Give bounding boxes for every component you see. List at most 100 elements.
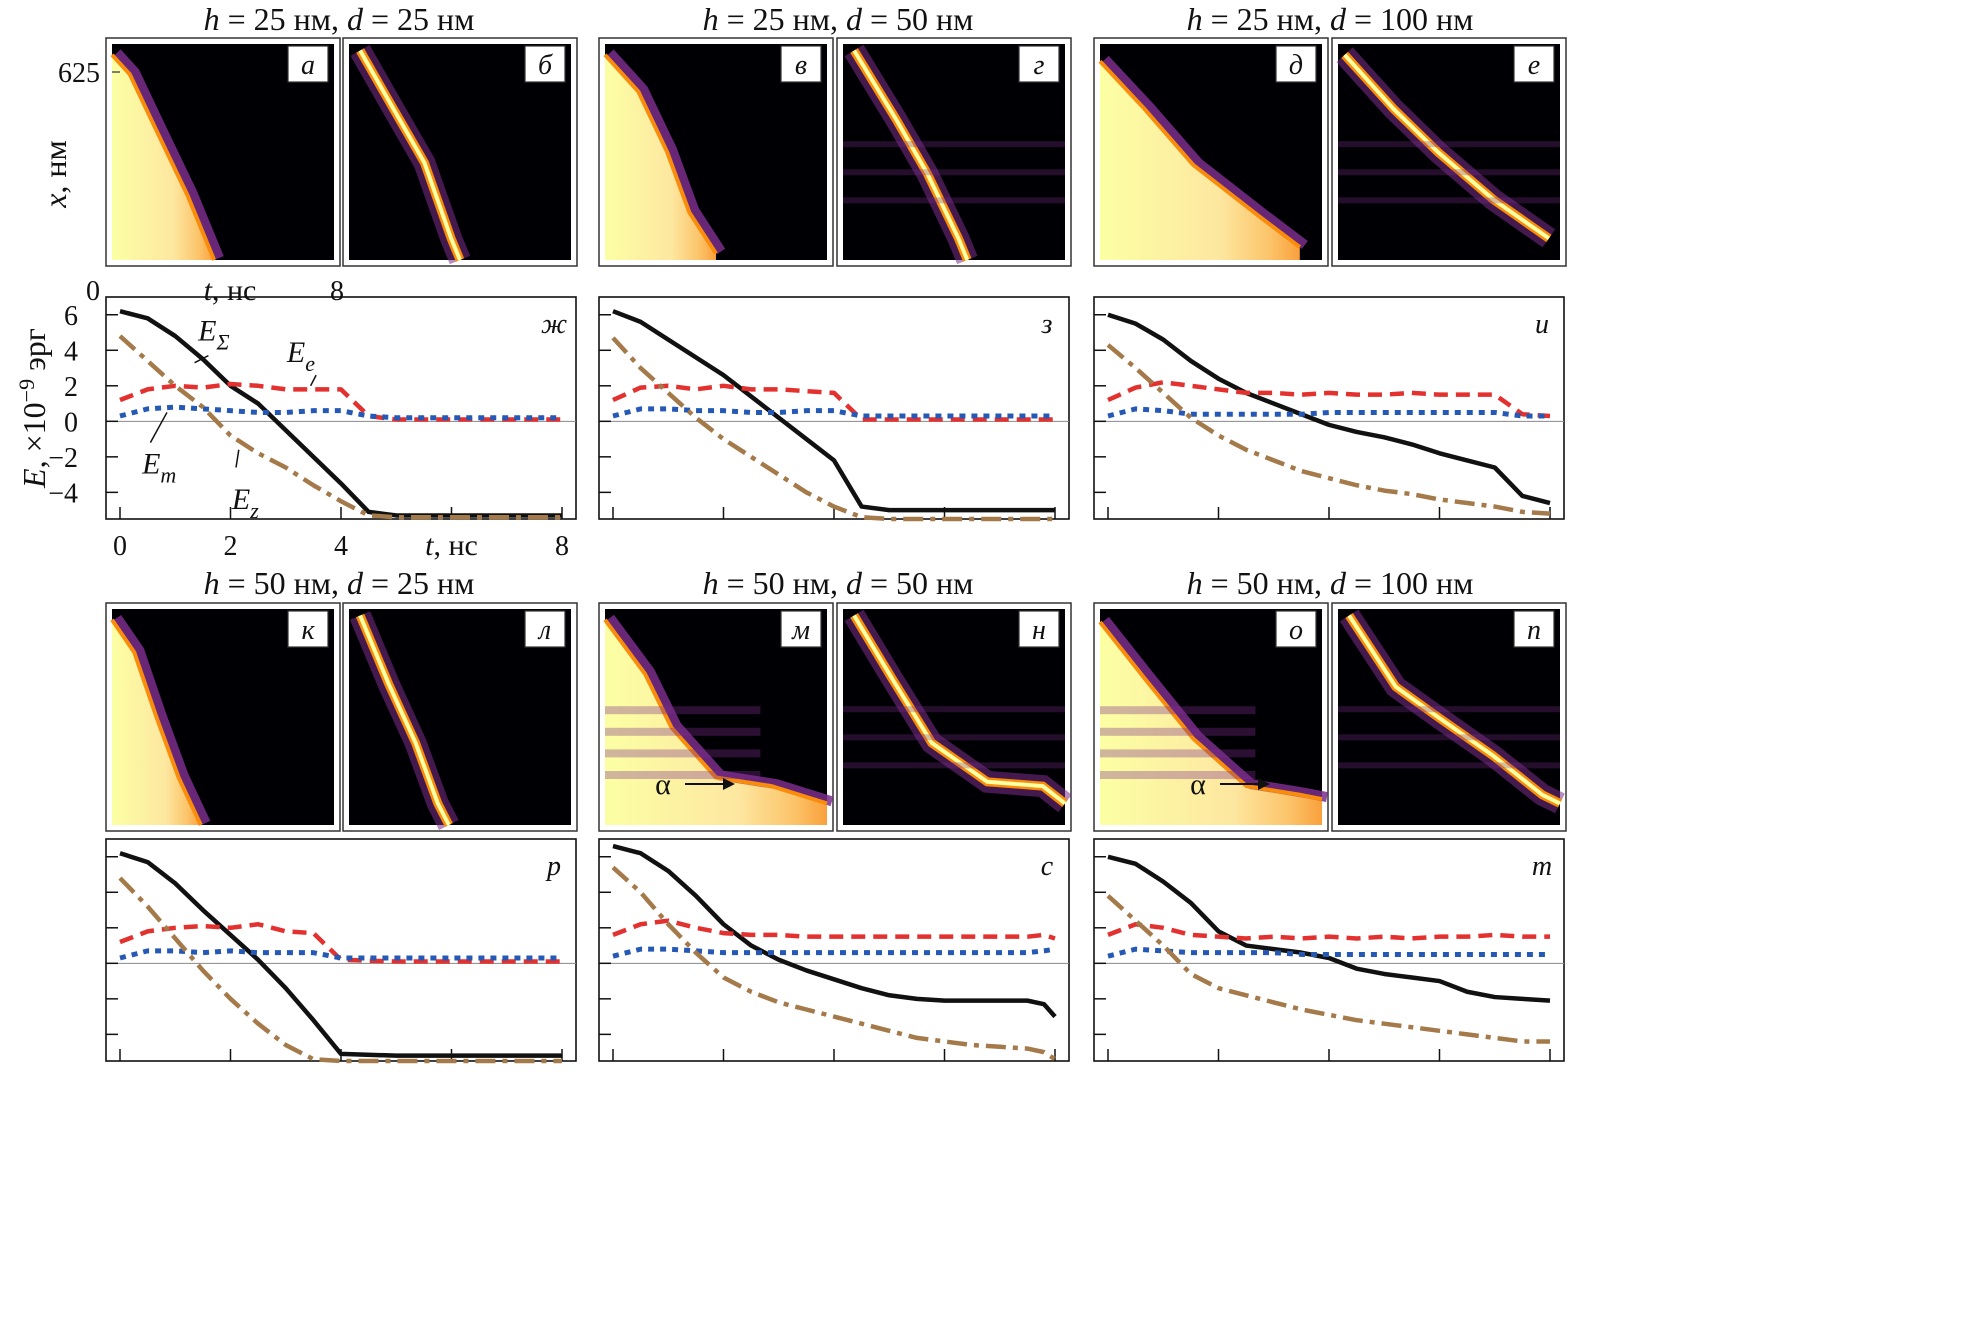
heatmap-hot-region (605, 609, 827, 825)
y-tick-label: 6 (64, 301, 78, 332)
heatmap-streak (605, 706, 761, 715)
heatmap-front-glow (113, 49, 224, 260)
heatmap-streak (1338, 734, 1560, 741)
group-title: h = 25 нм, d = 25 нм (204, 1, 475, 37)
heatmap-streak (843, 734, 1065, 741)
series-line-m (612, 406, 1055, 419)
heatmap-streak (605, 771, 761, 779)
curve-label-sum: EΣ (197, 315, 229, 355)
heatmap-panel-б: б (342, 37, 578, 267)
heatmap-trace-core (358, 49, 462, 261)
energy-panel-р: р (105, 838, 577, 1064)
panel-label-box (287, 610, 329, 648)
series-line-z (1106, 343, 1551, 516)
panel-label: ж (541, 309, 567, 340)
heatmap-panel-а: а (105, 37, 341, 267)
heatmap-hot-region (605, 44, 716, 260)
heatmap-front-glow (605, 614, 834, 807)
heatmap-frame (1331, 602, 1567, 832)
panel-label-box (524, 45, 566, 83)
figure-group-1: h = 25 нм, d = 50 нм в г з (598, 1, 1072, 522)
energy-frame (105, 838, 577, 1062)
panel-label-box (1513, 610, 1555, 648)
heatmap-frame (836, 37, 1072, 267)
heatmap-frame (598, 602, 834, 832)
figure-group-0: h = 25 нм, d = 25 нм а б ж EΣ Ee Em Ez 6 4 2 0 −2 −4 0… (14, 1, 578, 562)
heatmap-streak (843, 197, 1065, 204)
figure-group-4: h = 50 нм, d = 50 нм м н с α (598, 565, 1072, 1062)
alpha-label: α (1190, 768, 1206, 801)
panel-label-box (780, 45, 822, 83)
curve-label-e: Ee (286, 336, 315, 376)
heatmap-panel-н: н (836, 602, 1072, 832)
energy-panel-с: с (598, 838, 1070, 1062)
heatmap-streak (1100, 727, 1256, 736)
series-line-sum (1107, 312, 1551, 506)
series-line-z (118, 876, 562, 1064)
heatmap-x-axis-label: t, нс (204, 274, 257, 307)
heatmap-streak (1338, 169, 1560, 176)
heatmap-front-edge (110, 618, 203, 826)
heatmap-streak (1338, 706, 1560, 713)
heatmap-streak (1100, 771, 1256, 779)
heatmap-streak (605, 749, 761, 758)
panel-label: с (1041, 851, 1054, 882)
heatmap-trace-core (852, 49, 970, 261)
panel-label: н (1032, 615, 1046, 646)
heatmap-hot-region (112, 44, 215, 260)
panel-label-box (1018, 610, 1060, 648)
curve-label-z: Ez (231, 483, 259, 523)
heatmap-panel-о: о (1093, 602, 1329, 832)
series-line-e (1107, 921, 1550, 941)
panel-label: д (1289, 50, 1303, 81)
panel-label: б (538, 50, 553, 81)
energy-panel-и: и (1093, 296, 1565, 520)
group-title: h = 50 нм, d = 25 нм (204, 565, 475, 601)
heatmap-streak (1338, 197, 1560, 204)
figure-group-3: h = 50 нм, d = 25 нм к л р (105, 565, 578, 1064)
series-line-sum (612, 843, 1057, 1019)
panel-label-box (1018, 45, 1060, 83)
energy-panel-т: т (1093, 838, 1565, 1062)
heatmap-streak (605, 727, 761, 736)
x-tick-label: 8 (330, 276, 344, 307)
energy-frame (598, 296, 1070, 520)
x-tick-label: 2 (224, 531, 238, 562)
panel-label-box (1275, 610, 1317, 648)
x-tick-label: 0 (113, 531, 127, 562)
heatmap-front-glow (112, 614, 211, 826)
heatmap-trace-core (852, 614, 1067, 805)
heatmap-trace-core (1347, 614, 1561, 806)
heatmap-front-edge (1098, 620, 1323, 802)
heatmap-front-glow (1101, 616, 1328, 802)
heatmap-panel-г: г (836, 37, 1072, 267)
x-tick-label: 4 (334, 531, 348, 562)
series-line-z (118, 334, 562, 520)
group-title: h = 50 нм, d = 50 нм (703, 565, 974, 601)
x-tick-label: 0 (86, 276, 100, 307)
heatmap-frame (1331, 37, 1567, 267)
alpha-label: α (655, 768, 671, 801)
heatmap-streak (1338, 762, 1560, 769)
heatmap-front-edge (603, 53, 718, 255)
series-line-sum (612, 309, 1055, 513)
heatmap-front-glow (1101, 55, 1308, 250)
heatmap-frame (105, 37, 341, 267)
heatmap-streak (1100, 706, 1256, 715)
heatmap-frame (598, 37, 834, 267)
alpha-arrow-head (723, 778, 735, 790)
y-tick-label: 2 (64, 372, 78, 403)
series-line-z (1106, 894, 1550, 1044)
heatmap-streak (1338, 141, 1560, 148)
heatmap-frame (1093, 602, 1329, 832)
curve-label-leader (194, 354, 209, 364)
heatmap-y-axis-label: x, нм (37, 140, 73, 209)
heatmap-panel-е: е (1331, 37, 1567, 267)
heatmap-panel-д: д (1093, 37, 1329, 267)
heatmap-hot-region (1100, 44, 1300, 260)
heatmap-streak (1100, 749, 1256, 758)
group-title: h = 25 нм, d = 50 нм (703, 1, 974, 37)
panel-label: г (1034, 50, 1045, 81)
series-line-m (119, 404, 562, 421)
panel-label: п (1527, 615, 1541, 646)
